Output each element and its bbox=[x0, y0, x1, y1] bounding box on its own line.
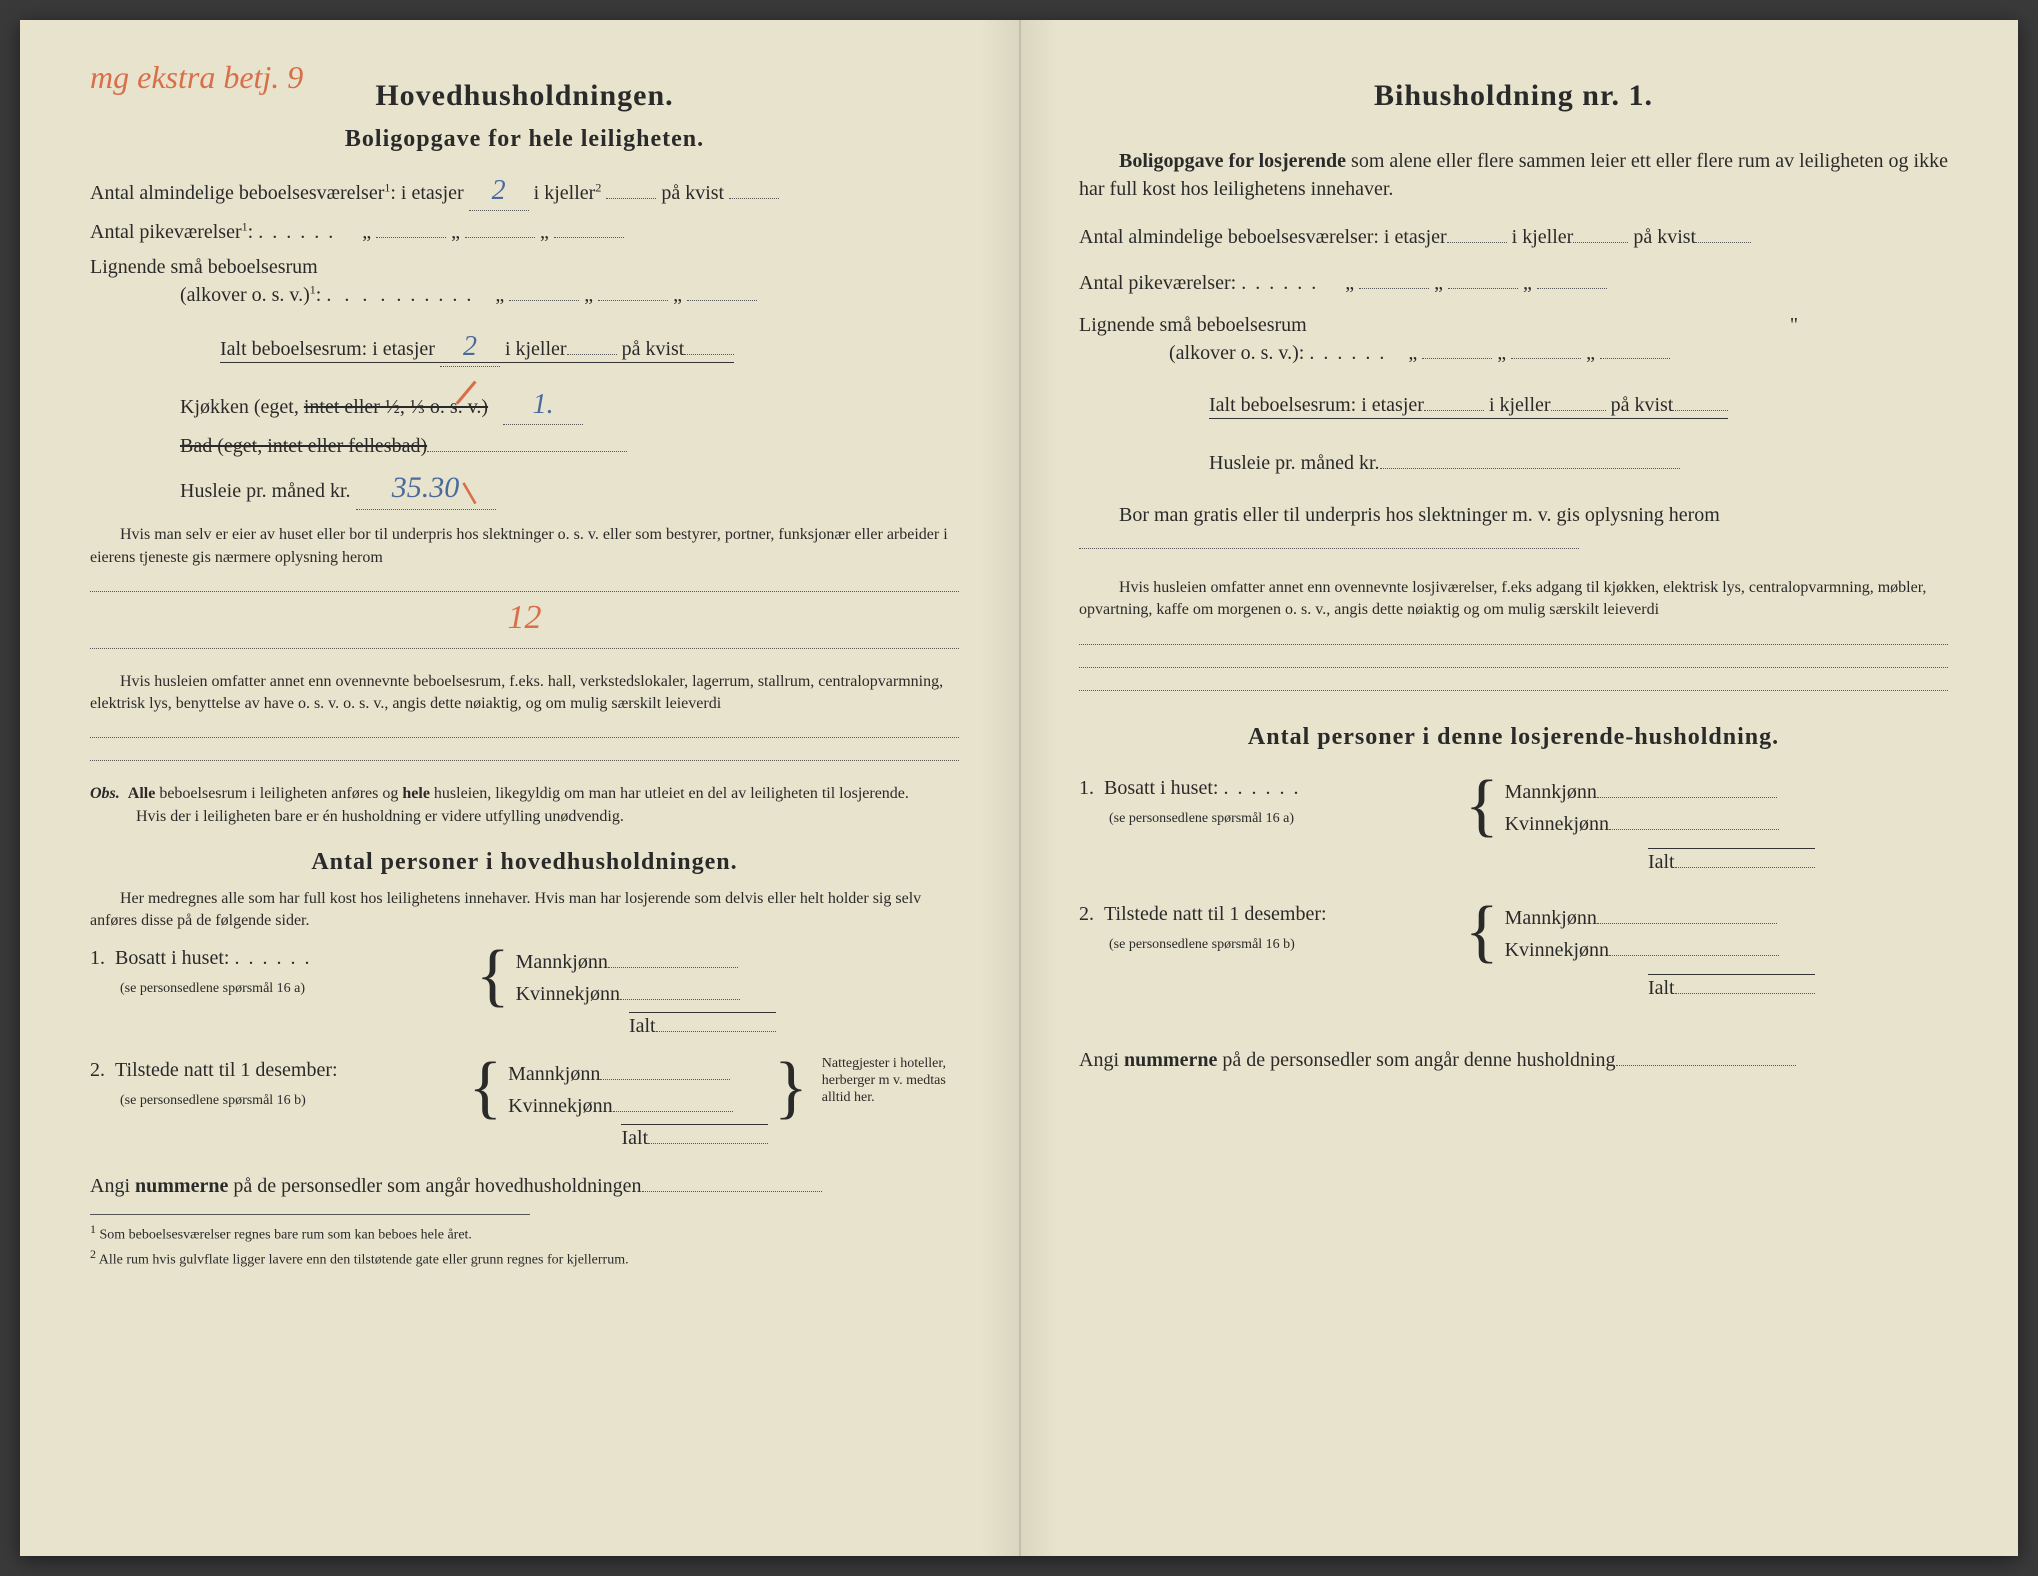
right-page: Bihusholdning nr. 1. Boligopgave for los… bbox=[1019, 20, 2018, 1556]
r-angi-line: Angi nummerne på de personsedler som ang… bbox=[1079, 1046, 1948, 1074]
bad-line: Bad (eget, intet eller fellesbad) bbox=[180, 432, 959, 460]
ialt-etasjer-value: 2 bbox=[440, 327, 500, 367]
lignende-line: Lignende små beboelsesrum (alkover o. s.… bbox=[90, 253, 959, 309]
r-husleie-line: Husleie pr. måned kr. bbox=[1209, 449, 1948, 477]
right-title: Bihusholdning nr. 1. bbox=[1079, 75, 1948, 117]
r-gratis: Bor man gratis eller til underpris hos s… bbox=[1079, 501, 1948, 557]
persons-intro: Her medregnes alle som har full kost hos… bbox=[90, 888, 959, 933]
r-ialt-line: Ialt beboelsesrum: i etasjer i kjeller p… bbox=[1209, 391, 1948, 419]
husleie-value: 35.30 bbox=[356, 467, 496, 510]
husleie-line: Husleie pr. måned kr. 35.30 ⸜ bbox=[180, 467, 959, 510]
center-fold bbox=[1019, 20, 1021, 1556]
left-page: mg ekstra betj. 9 Hovedhusholdningen. Bo… bbox=[20, 20, 1019, 1556]
r-rooms-line: Antal almindelige beboelsesværelser: i e… bbox=[1079, 223, 1948, 251]
r-lignende-line: Lignende små beboelsesrum" (alkover o. s… bbox=[1079, 311, 1948, 367]
right-intro: Boligopgave for losjerende som alene ell… bbox=[1079, 147, 1948, 203]
footnote-2: 2 Alle rum hvis gulvflate ligger lavere … bbox=[90, 1246, 959, 1270]
footnote-1: 1 Som beboelsesværelser regnes bare rum … bbox=[90, 1221, 959, 1245]
persons-heading: Antal personer i hovedhusholdningen. bbox=[90, 846, 959, 880]
document-spread: mg ekstra betj. 9 Hovedhusholdningen. Bo… bbox=[20, 20, 2018, 1556]
etasjer-value: 2 bbox=[469, 171, 529, 211]
pike-line: Antal pikeværelser1: „ „ „ bbox=[90, 218, 959, 246]
r-pike-line: Antal pikeværelser: „ „ „ bbox=[1079, 269, 1948, 297]
r-persons-heading: Antal personer i denne losjerende-hushol… bbox=[1079, 721, 1948, 755]
handwritten-annotation: mg ekstra betj. 9 bbox=[90, 55, 303, 100]
subtitle: Boligopgave for hele leiligheten. bbox=[90, 123, 959, 157]
owner-note: Hvis man selv er eier av huset eller bor… bbox=[90, 524, 959, 569]
obs-block: Obs. Alle beboelsesrum i leiligheten anf… bbox=[90, 783, 959, 828]
r-bosatt-block: 1. Bosatt i huset: (se personsedlene spø… bbox=[1079, 774, 1948, 880]
angi-line: Angi nummerne på de personsedler som ang… bbox=[90, 1172, 959, 1200]
kjokken-value: 1. bbox=[503, 385, 583, 425]
husleie-note: Hvis husleien omfatter annet enn ovennev… bbox=[90, 671, 959, 716]
rooms-line: Antal almindelige beboelsesværelser1: i … bbox=[90, 171, 959, 211]
r-note2: Hvis husleien omfatter annet enn ovennev… bbox=[1079, 577, 1948, 622]
natte-note: Nattegjester i hoteller, herberger m v. … bbox=[822, 1056, 959, 1106]
hw-12: 12 bbox=[508, 594, 542, 642]
bosatt-block: 1. Bosatt i huset: (se personsedlene spø… bbox=[90, 944, 959, 1044]
tilstede-block: 2. Tilstede natt til 1 desember: (se per… bbox=[90, 1056, 959, 1156]
r-tilstede-block: 2. Tilstede natt til 1 desember: (se per… bbox=[1079, 900, 1948, 1006]
ialt-line: Ialt beboelsesrum: i etasjer 2 i kjeller… bbox=[220, 327, 959, 367]
kjokken-line: Kjøkken (eget, intet eller ½, ⅓ o. s. v.… bbox=[180, 385, 959, 425]
